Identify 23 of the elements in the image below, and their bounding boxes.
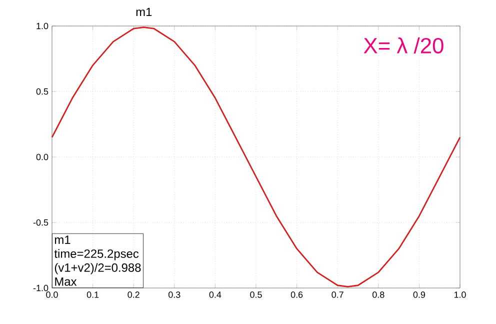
x-tick-label: 0.8 [372, 292, 384, 298]
x-tick-label: 0.5 [250, 292, 262, 298]
annotation: (v1+v2)/2=0.988 [54, 263, 141, 274]
x-tick-label: 0.0 [46, 292, 58, 298]
x-tick-label: 0.3 [168, 292, 180, 298]
y-tick-label: -0.5 [33, 219, 48, 226]
x-tick-label: 0.2 [128, 292, 140, 298]
annotation: time=225.2psec [54, 249, 139, 260]
x-tick-label: 0.1 [86, 292, 99, 298]
annotation: Max [55, 277, 77, 286]
y-tick-label: 0.5 [36, 88, 48, 95]
annotation: m1 [54, 236, 70, 244]
y-tick-label: -1.0 [33, 284, 48, 292]
x-tick-label: 0.7 [332, 292, 344, 298]
line-series [51, 26, 461, 288]
x-tick-label: 0.6 [290, 292, 303, 298]
x-tick-label: 1.0 [454, 292, 466, 298]
y-tick-label: 1.0 [36, 22, 48, 30]
x-tick-label: 0.4 [209, 292, 222, 298]
y-tick-label: 0.0 [36, 154, 48, 160]
annotation: m1 [136, 8, 152, 16]
annotation: X= λ /20 [364, 37, 444, 54]
x-tick-label: 0.9 [413, 292, 426, 298]
